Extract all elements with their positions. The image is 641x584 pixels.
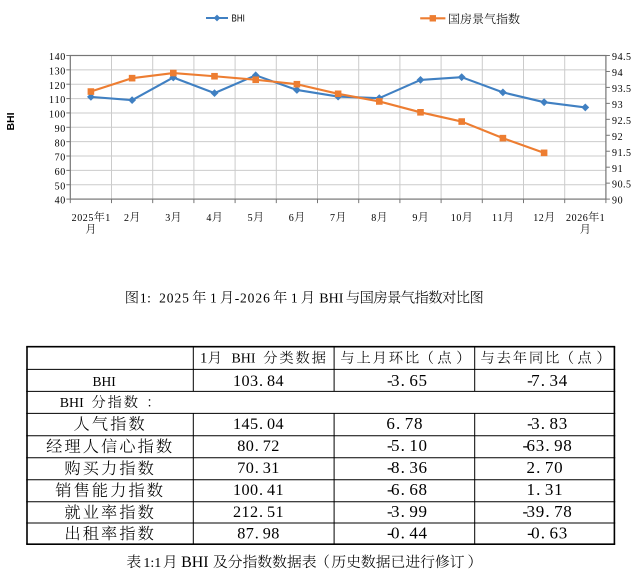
- svg-text:92: 92: [612, 132, 623, 143]
- svg-text:1:1: 1:1: [143, 556, 161, 571]
- svg-text:BHI: BHI: [232, 13, 245, 24]
- svg-text:103.84: 103.84: [233, 372, 284, 390]
- svg-text:7: 7: [330, 213, 335, 224]
- svg-text:87.98: 87.98: [237, 524, 279, 542]
- svg-text:70.31: 70.31: [237, 459, 279, 477]
- svg-text:1: 1: [200, 351, 207, 367]
- svg-text:-39.78: -39.78: [522, 502, 571, 521]
- svg-text:90: 90: [612, 196, 623, 207]
- svg-text:-3.83: -3.83: [527, 414, 567, 433]
- svg-text:5: 5: [248, 213, 253, 224]
- svg-text:94: 94: [612, 68, 623, 79]
- svg-text:120: 120: [49, 81, 65, 92]
- svg-text:140: 140: [49, 52, 65, 63]
- svg-text:60: 60: [55, 167, 66, 178]
- svg-text:94.5: 94.5: [612, 52, 631, 63]
- svg-text:9: 9: [412, 213, 417, 224]
- svg-text:BHI: BHI: [60, 396, 84, 411]
- svg-text:90.5: 90.5: [612, 180, 631, 191]
- svg-text:93.5: 93.5: [612, 84, 631, 95]
- svg-text:-5.10: -5.10: [387, 436, 427, 455]
- svg-text:80.72: 80.72: [237, 437, 279, 455]
- svg-text:1: 1: [210, 291, 217, 306]
- svg-text:6: 6: [289, 213, 294, 224]
- svg-text:93: 93: [612, 100, 623, 111]
- svg-text:11: 11: [492, 213, 503, 224]
- svg-text:130: 130: [49, 66, 65, 77]
- svg-text:40: 40: [55, 196, 66, 207]
- svg-text:10: 10: [451, 213, 462, 224]
- svg-text:70: 70: [55, 153, 66, 164]
- svg-text:212.51: 212.51: [233, 503, 284, 521]
- svg-text:1: 1: [291, 291, 298, 306]
- svg-text:4: 4: [206, 213, 211, 224]
- svg-text:2025: 2025: [159, 291, 189, 306]
- svg-text:-0.63: -0.63: [527, 523, 567, 542]
- svg-text:2025: 2025: [72, 213, 94, 224]
- svg-text:2026: 2026: [566, 213, 588, 224]
- svg-text:12: 12: [533, 213, 544, 224]
- svg-text:1: 1: [140, 291, 147, 306]
- svg-text:-: -: [235, 291, 240, 306]
- svg-text:6.78: 6.78: [386, 414, 422, 433]
- svg-text:3: 3: [165, 213, 170, 224]
- svg-text:-0.44: -0.44: [387, 523, 428, 542]
- svg-text::: :: [147, 291, 151, 306]
- svg-text:-6.68: -6.68: [387, 480, 427, 499]
- svg-text:-7.34: -7.34: [527, 371, 568, 390]
- svg-text:100: 100: [49, 110, 65, 121]
- svg-text:1.31: 1.31: [527, 480, 563, 499]
- svg-text:90: 90: [55, 124, 66, 135]
- svg-text:BHI: BHI: [181, 554, 209, 571]
- svg-text:2026: 2026: [240, 291, 270, 306]
- svg-text:145.04: 145.04: [233, 415, 284, 433]
- svg-text:-3.65: -3.65: [387, 371, 427, 390]
- svg-text:BHI: BHI: [232, 352, 256, 367]
- svg-text:91.5: 91.5: [612, 148, 631, 159]
- svg-text:50: 50: [55, 181, 66, 192]
- svg-text:80: 80: [55, 138, 66, 149]
- svg-text:2.70: 2.70: [527, 458, 563, 477]
- svg-text:2: 2: [124, 213, 129, 224]
- svg-text:92.5: 92.5: [612, 116, 631, 127]
- svg-text:110: 110: [49, 95, 65, 106]
- svg-text:91: 91: [612, 164, 623, 175]
- svg-text:1: 1: [600, 213, 605, 224]
- svg-text:1: 1: [105, 213, 110, 224]
- svg-text:BHI: BHI: [319, 292, 343, 307]
- svg-text:-63.98: -63.98: [522, 436, 571, 455]
- svg-text:-8.36: -8.36: [387, 458, 427, 477]
- svg-text:-3.99: -3.99: [387, 502, 427, 521]
- svg-text:100.41: 100.41: [233, 481, 284, 499]
- svg-text:BHI: BHI: [93, 374, 117, 389]
- svg-text:8: 8: [371, 213, 376, 224]
- svg-text:BHI: BHI: [5, 112, 17, 130]
